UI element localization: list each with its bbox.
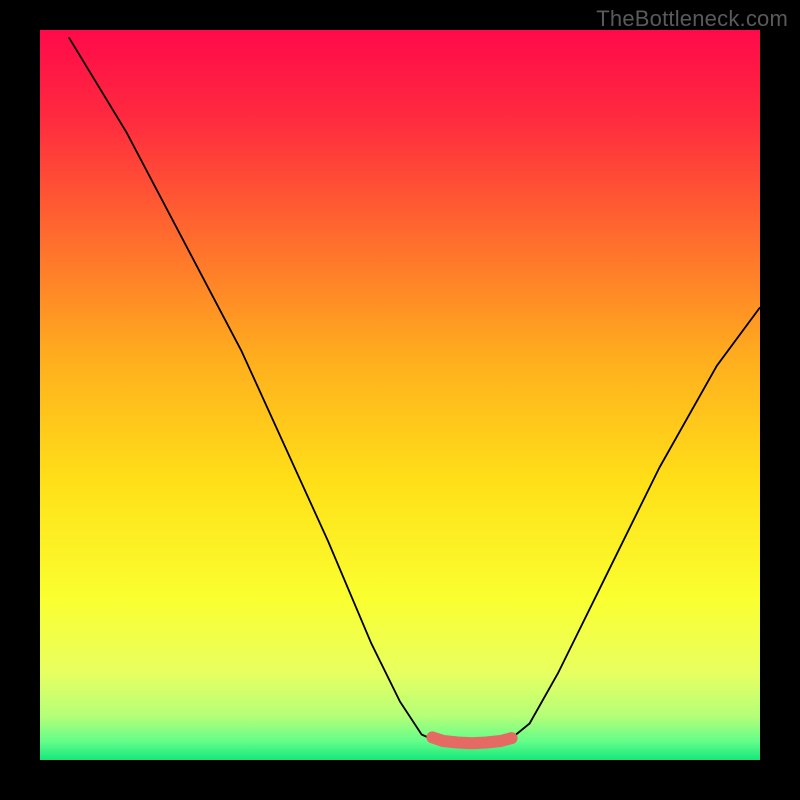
- chart-background: [40, 30, 760, 760]
- bottleneck-curve-chart: [0, 0, 800, 800]
- valley-highlight-line: [432, 737, 511, 743]
- watermark-text: TheBottleneck.com: [596, 6, 788, 32]
